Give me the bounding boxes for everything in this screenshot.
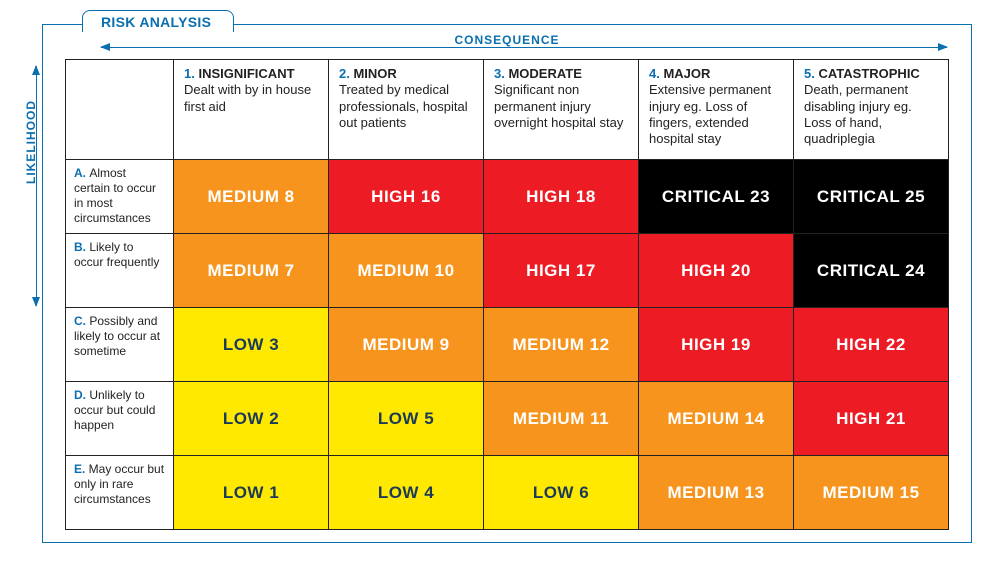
row-header: C. Possibly and likely to occur at somet… (66, 308, 174, 382)
col-desc: Extensive permanent injury eg. Loss of f… (649, 82, 771, 146)
risk-cell-critical: CRITICAL 24 (794, 234, 949, 308)
risk-cell-high: HIGH 17 (484, 234, 639, 308)
col-num: 4. (649, 66, 660, 81)
row-letter: D. (74, 388, 89, 402)
col-header-1: 1. INSIGNIFICANT Dealt with by in house … (174, 60, 329, 160)
risk-cell-medium: MEDIUM 15 (794, 456, 949, 530)
matrix-body: A. Almost certain to occur in most circu… (66, 160, 949, 530)
row-header: B. Likely to occur frequently (66, 234, 174, 308)
risk-cell-low: LOW 4 (329, 456, 484, 530)
col-header-5: 5. CATASTROPHIC Death, permanent disabli… (794, 60, 949, 160)
risk-cell-low: LOW 3 (174, 308, 329, 382)
risk-cell-high: HIGH 16 (329, 160, 484, 234)
risk-cell-high: HIGH 19 (639, 308, 794, 382)
row-header: E. May occur but only in rare circumstan… (66, 456, 174, 530)
matrix-row: C. Possibly and likely to occur at somet… (66, 308, 949, 382)
risk-cell-critical: CRITICAL 25 (794, 160, 949, 234)
risk-cell-high: HIGH 20 (639, 234, 794, 308)
col-desc: Significant non permanent injury overnig… (494, 82, 623, 130)
risk-cell-medium: MEDIUM 11 (484, 382, 639, 456)
risk-cell-high: HIGH 21 (794, 382, 949, 456)
matrix-row: E. May occur but only in rare circumstan… (66, 456, 949, 530)
row-letter: C. (74, 314, 89, 328)
col-desc: Treated by medical professionals, hospit… (339, 82, 468, 130)
risk-cell-medium: MEDIUM 10 (329, 234, 484, 308)
col-desc: Dealt with by in house first aid (184, 82, 311, 113)
col-num: 3. (494, 66, 505, 81)
risk-cell-low: LOW 6 (484, 456, 639, 530)
col-desc: Death, permanent disabling injury eg. Lo… (804, 82, 912, 146)
col-title: MINOR (353, 66, 396, 81)
likelihood-axis-arrow (36, 66, 37, 306)
risk-matrix-table: 1. INSIGNIFICANT Dealt with by in house … (65, 59, 949, 530)
row-letter: A. (74, 166, 89, 180)
row-letter: E. (74, 462, 89, 476)
col-num: 1. (184, 66, 195, 81)
risk-cell-critical: CRITICAL 23 (639, 160, 794, 234)
row-letter: B. (74, 240, 89, 254)
risk-cell-low: LOW 2 (174, 382, 329, 456)
matrix-frame: CONSEQUENCE 1. INSIGNIFICANT Dealt with … (42, 24, 972, 543)
col-title: INSIGNIFICANT (198, 66, 294, 81)
risk-cell-medium: MEDIUM 12 (484, 308, 639, 382)
consequence-axis-label: CONSEQUENCE (454, 33, 559, 47)
risk-cell-high: HIGH 22 (794, 308, 949, 382)
consequence-axis-arrow (101, 47, 947, 48)
col-header-4: 4. MAJOR Extensive permanent injury eg. … (639, 60, 794, 160)
risk-cell-medium: MEDIUM 7 (174, 234, 329, 308)
matrix-row: D. Unlikely to occur but could happenLOW… (66, 382, 949, 456)
risk-cell-medium: MEDIUM 14 (639, 382, 794, 456)
risk-cell-medium: MEDIUM 13 (639, 456, 794, 530)
corner-cell (66, 60, 174, 160)
col-title: CATASTROPHIC (818, 66, 919, 81)
panel-title-tab: RISK ANALYSIS (82, 10, 234, 32)
risk-cell-high: HIGH 18 (484, 160, 639, 234)
risk-cell-medium: MEDIUM 9 (329, 308, 484, 382)
col-title: MAJOR (663, 66, 710, 81)
risk-cell-low: LOW 1 (174, 456, 329, 530)
row-header: A. Almost certain to occur in most circu… (66, 160, 174, 234)
row-header: D. Unlikely to occur but could happen (66, 382, 174, 456)
col-header-2: 2. MINOR Treated by medical professional… (329, 60, 484, 160)
risk-cell-medium: MEDIUM 8 (174, 160, 329, 234)
risk-cell-low: LOW 5 (329, 382, 484, 456)
risk-matrix: LIKELIHOOD RISK ANALYSIS CONSEQUENCE 1. … (42, 24, 972, 543)
matrix-row: A. Almost certain to occur in most circu… (66, 160, 949, 234)
col-header-3: 3. MODERATE Significant non permanent in… (484, 60, 639, 160)
col-title: MODERATE (508, 66, 581, 81)
col-num: 2. (339, 66, 350, 81)
col-num: 5. (804, 66, 815, 81)
matrix-row: B. Likely to occur frequentlyMEDIUM 7MED… (66, 234, 949, 308)
